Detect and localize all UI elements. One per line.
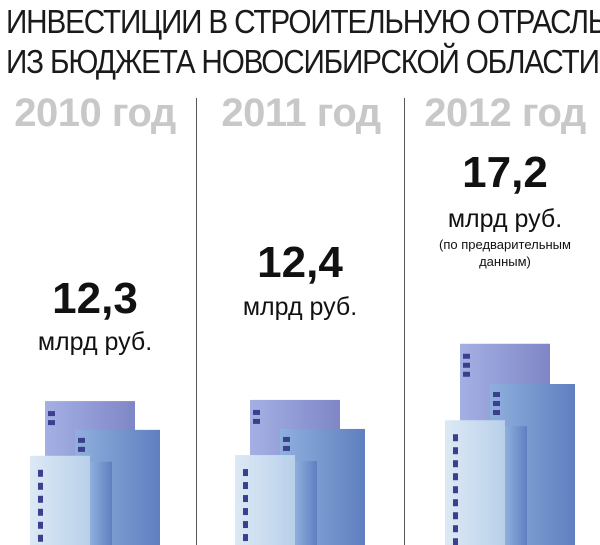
window — [78, 437, 85, 443]
unit-label-2012: млрд руб. — [447, 205, 563, 233]
building-front-side — [295, 461, 317, 545]
window — [38, 469, 43, 477]
column-divider — [196, 98, 197, 545]
building-bar — [30, 401, 160, 545]
window — [38, 534, 43, 542]
window — [453, 434, 458, 442]
unit-label-2011: млрд руб. — [242, 293, 358, 321]
window — [38, 495, 43, 503]
window — [453, 538, 458, 545]
building-front-side — [505, 426, 527, 545]
title-line-1: ИНВЕСТИЦИИ В СТРОИТЕЛЬНУЮ ОТРАСЛЬ — [6, 3, 600, 40]
window — [453, 447, 458, 455]
window — [243, 508, 248, 516]
window — [453, 486, 458, 494]
window — [243, 521, 248, 529]
window — [453, 473, 458, 481]
chart-title: ИНВЕСТИЦИИ В СТРОИТЕЛЬНУЮ ОТРАСЛЬ ИЗ БЮД… — [6, 2, 600, 82]
window — [243, 495, 248, 503]
unit-label-2010: млрд руб. — [37, 328, 153, 356]
window — [48, 411, 55, 417]
building-bar — [235, 399, 365, 545]
window — [283, 436, 290, 442]
window — [78, 446, 85, 452]
building-front-side — [90, 461, 112, 545]
window — [243, 469, 248, 477]
window — [463, 353, 470, 359]
value-label-2011: 12,4 — [257, 238, 343, 287]
window — [453, 460, 458, 468]
window — [253, 409, 260, 415]
title-line-2: ИЗ БЮДЖЕТА НОВОСИБИРСКОЙ ОБЛАСТИ: — [6, 43, 600, 80]
window — [243, 534, 248, 542]
window — [243, 482, 248, 490]
year-label-2010: 2010 год — [14, 91, 176, 135]
window — [463, 362, 470, 368]
building-bar — [445, 343, 575, 545]
column-divider — [404, 98, 405, 545]
window — [453, 512, 458, 520]
window — [283, 445, 290, 451]
value-label-2010: 12,3 — [52, 274, 138, 323]
window — [493, 392, 500, 398]
window — [453, 499, 458, 507]
window — [38, 508, 43, 516]
year-label-2011: 2011 год — [221, 91, 381, 135]
window — [453, 525, 458, 533]
window — [38, 521, 43, 529]
value-label-2012: 17,2 — [462, 148, 548, 197]
window — [48, 420, 55, 426]
window — [253, 418, 260, 424]
window — [463, 371, 470, 377]
year-label-2012: 2012 год — [424, 91, 586, 135]
preliminary-note: (по предварительным данным) — [439, 237, 571, 269]
window — [38, 482, 43, 490]
window — [493, 401, 500, 407]
window — [493, 410, 500, 416]
